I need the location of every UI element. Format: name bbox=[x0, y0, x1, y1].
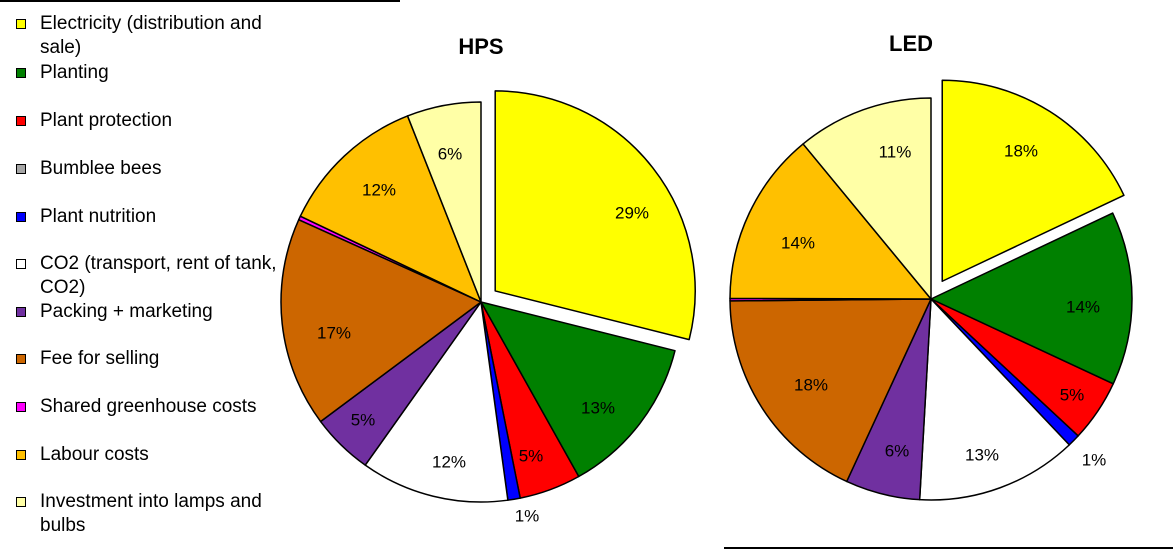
legend-item: Fee for selling bbox=[16, 347, 308, 371]
legend-swatch bbox=[16, 450, 26, 460]
data-label: 13% bbox=[581, 398, 615, 417]
legend-label: Bumblee bees bbox=[40, 158, 162, 179]
data-label: 14% bbox=[781, 233, 815, 252]
bottom-rule bbox=[724, 547, 1173, 549]
legend-swatch bbox=[16, 164, 26, 174]
data-label: 6% bbox=[885, 441, 910, 460]
data-label: 12% bbox=[362, 180, 396, 199]
data-label: 11% bbox=[879, 142, 912, 161]
chart-title: HPS bbox=[458, 34, 503, 59]
legend-item: Electricity (distribution and sale) bbox=[16, 12, 308, 60]
legend-swatch bbox=[16, 354, 26, 364]
legend-swatch bbox=[16, 68, 26, 78]
data-label: 18% bbox=[1004, 141, 1038, 160]
legend-item: Plant nutrition bbox=[16, 205, 308, 229]
legend-swatch bbox=[16, 19, 26, 29]
legend-label: Shared greenhouse costs bbox=[40, 396, 257, 417]
pie-slice bbox=[364, 301, 509, 503]
legend-swatch bbox=[16, 116, 26, 126]
pie-slice bbox=[729, 143, 932, 300]
data-label: 13% bbox=[965, 445, 999, 464]
legend-swatch bbox=[16, 402, 26, 412]
pie-slice bbox=[406, 101, 482, 303]
legend-swatch bbox=[16, 497, 26, 507]
pie-slice bbox=[280, 218, 482, 423]
pie-slice bbox=[299, 115, 482, 303]
legend-item: Packing + marketing bbox=[16, 300, 308, 324]
legend-swatch bbox=[16, 307, 26, 317]
data-label: 12% bbox=[432, 452, 466, 471]
pie-chart-led: LED 18% 14% 5% 1% 13% 6% 18% 14% 11% bbox=[729, 31, 1133, 501]
pie-slice bbox=[802, 97, 932, 300]
pie-slice bbox=[729, 298, 932, 483]
legend-label: Plant nutrition bbox=[40, 206, 157, 227]
legend-label: Investment into lamps and bulbs bbox=[40, 491, 262, 536]
data-label: 1% bbox=[515, 506, 540, 525]
pie-chart-hps: HPS 29% 13% 5% 1% 12% 5% 17% 12% 6% bbox=[280, 34, 696, 525]
chart-legend: Electricity (distribution and sale) Plant… bbox=[16, 0, 308, 551]
legend-item: Planting bbox=[16, 61, 308, 85]
data-label: 1% bbox=[1082, 450, 1107, 469]
pie-slice bbox=[494, 90, 696, 341]
pie-slice bbox=[918, 298, 1071, 501]
legend-label: Plant protection bbox=[40, 110, 173, 131]
data-label: 14% bbox=[1066, 297, 1100, 316]
data-label: 5% bbox=[351, 410, 376, 429]
legend-label: Labour costs bbox=[40, 444, 149, 465]
data-label: 18% bbox=[794, 375, 828, 394]
legend-item: Investment into lamps and bulbs bbox=[16, 490, 308, 538]
legend-item: CO2 (transport, rent of tank, CO2) bbox=[16, 252, 308, 300]
legend-label: Planting bbox=[40, 62, 109, 83]
data-label: 29% bbox=[615, 203, 649, 222]
legend-label: Electricity (distribution and sale) bbox=[40, 13, 262, 58]
legend-item: Labour costs bbox=[16, 443, 308, 467]
chart-title: LED bbox=[889, 31, 933, 56]
legend-item: Bumblee bees bbox=[16, 157, 308, 181]
legend-item: Shared greenhouse costs bbox=[16, 395, 308, 419]
legend-swatch bbox=[16, 212, 26, 222]
data-label: 5% bbox=[519, 446, 544, 465]
data-label: 17% bbox=[317, 323, 351, 342]
top-rule bbox=[0, 0, 400, 2]
legend-label: CO2 (transport, rent of tank, CO2) bbox=[40, 253, 277, 298]
pie-slice bbox=[480, 301, 676, 478]
pie-slice bbox=[930, 212, 1133, 385]
pie-slice bbox=[941, 79, 1125, 283]
legend-item: Plant protection bbox=[16, 109, 308, 133]
legend-label: Packing + marketing bbox=[40, 301, 213, 322]
legend-label: Fee for selling bbox=[40, 348, 160, 369]
data-label: 6% bbox=[438, 144, 463, 163]
legend-swatch bbox=[16, 259, 26, 269]
data-label: 5% bbox=[1060, 385, 1085, 404]
